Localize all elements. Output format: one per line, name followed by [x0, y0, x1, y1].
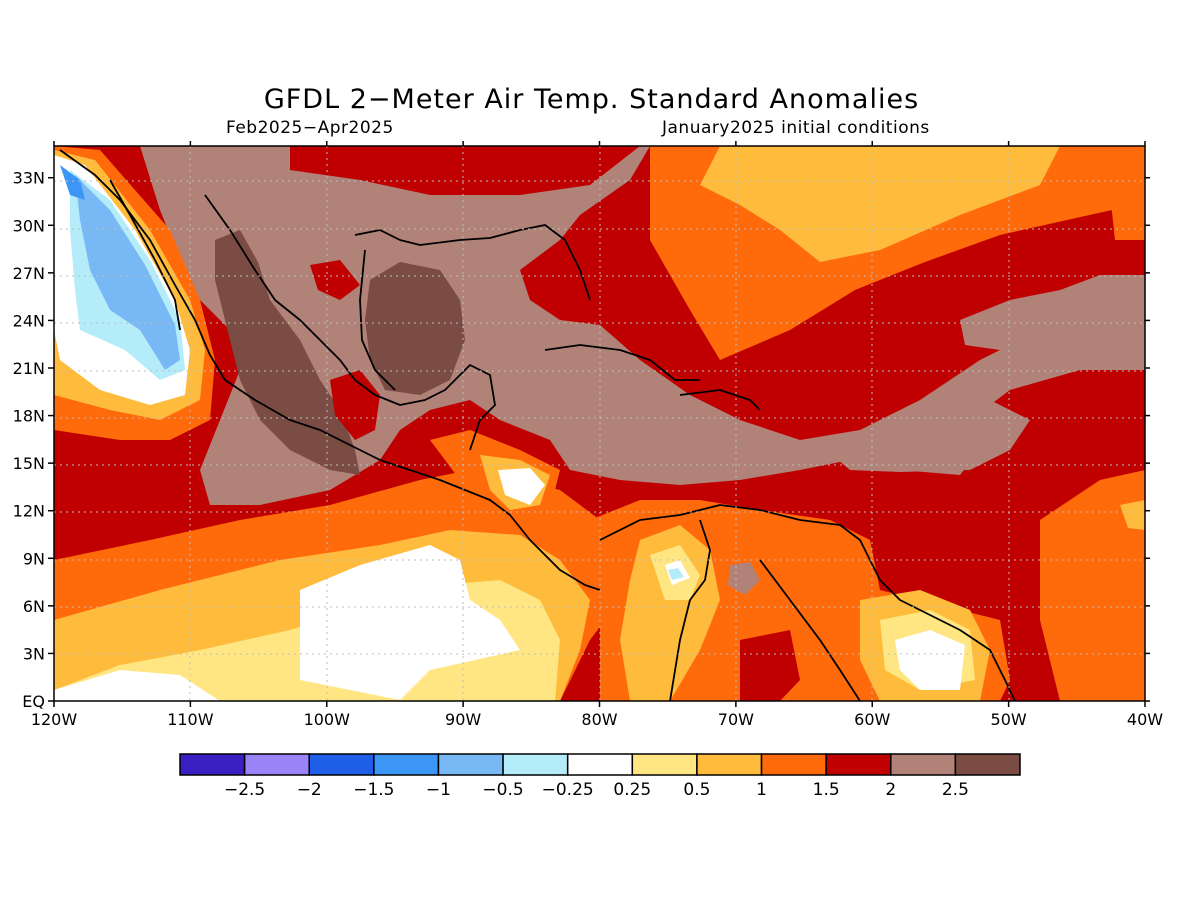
baja-blue [75, 175, 180, 370]
colorbar-label: 1.5 [813, 780, 840, 800]
lat-label: 24N [13, 311, 45, 330]
lat-label: 15N [13, 454, 45, 473]
guiana-white [895, 630, 965, 690]
lat-label: 30N [13, 216, 45, 235]
tropical-atlantic-orange [1040, 470, 1145, 701]
lon-label: 80W [581, 710, 617, 729]
lat-label: 9N [23, 549, 45, 568]
pacific-white-region [300, 545, 520, 700]
eastern-atlantic-brown [960, 275, 1145, 350]
atlantic-east-orange-strip [1105, 146, 1145, 240]
anomaly-field [54, 146, 1145, 701]
atlantic-yellow-region [700, 146, 1060, 262]
colorbar-label: −2 [297, 780, 322, 800]
colorbar-swatch [760, 753, 827, 776]
initial-conditions-label: January2025 initial conditions [662, 118, 930, 138]
pacific-white-south [54, 670, 220, 701]
colorbar-swatch [954, 753, 1021, 776]
colorbar-swatch [502, 753, 569, 776]
colorbar-label: −1 [426, 780, 451, 800]
gulf-darker-blob [365, 262, 465, 395]
lon-label: 40W [1127, 710, 1163, 729]
lat-label: 27N [13, 264, 45, 283]
chart-title: GFDL 2−Meter Air Temp. Standard Anomalie… [263, 84, 920, 115]
colorbar-swatch [437, 753, 504, 776]
lon-label: 110W [167, 710, 214, 729]
colorbar-swatch [890, 753, 957, 776]
central-america-white [498, 468, 545, 505]
colorbar-label: −1.5 [353, 780, 394, 800]
lat-label: 21N [13, 359, 45, 378]
colorbar-swatch [696, 753, 763, 776]
lat-label: 12N [13, 502, 45, 521]
colorbar-label: 1 [756, 780, 767, 800]
colorbar-label: 2.5 [942, 780, 969, 800]
venezuela-brown [728, 562, 760, 595]
coastlines [59, 149, 1016, 701]
mexico-interior-darker [215, 230, 360, 475]
lon-label: 100W [304, 710, 351, 729]
lat-label: EQ [22, 692, 45, 711]
forecast-period: Feb2025−Apr2025 [226, 118, 394, 138]
lat-label: 6N [23, 597, 45, 616]
colorbar-legend: −2.5 −2 −1.5 −1 −0.5 −0.25 0.25 0.5 1 1.5 2 2.5 [179, 753, 1021, 800]
lon-label: 70W [718, 710, 754, 729]
colorbar-swatch [631, 753, 698, 776]
colorbar-swatch [243, 753, 310, 776]
colorbar-label: −0.5 [482, 780, 523, 800]
amazon-red-tongue [740, 630, 800, 701]
lat-label: 33N [13, 169, 45, 188]
colorbar-label: 0.25 [613, 780, 651, 800]
gridlines [54, 146, 1145, 701]
colorbar-label: 2 [885, 780, 896, 800]
colorbar-label: −0.25 [542, 780, 594, 800]
lon-label: 120W [31, 710, 78, 729]
colorbar-swatch [308, 753, 375, 776]
lon-label: 90W [445, 710, 481, 729]
lat-label: 18N [13, 407, 45, 426]
longitude-axis: 120W 110W 100W 90W 80W 70W 60W 50W 40W [31, 141, 1163, 729]
colorbar-swatch [179, 753, 246, 776]
lon-label: 60W [854, 710, 890, 729]
lon-label: 50W [991, 710, 1027, 729]
tropical-atlantic-yellow [1120, 500, 1145, 530]
latitude-axis: EQ 3N 6N 9N 12N 15N 18N 21N 24N 27N 30N 33N [13, 169, 1150, 711]
colombia-cyan [668, 568, 684, 580]
colorbar-swatch [566, 753, 634, 776]
lat-label: 3N [23, 644, 45, 663]
colorbar-swatch [825, 753, 892, 776]
mexico-coast-red [310, 260, 360, 300]
colorbar-swatch [373, 753, 440, 776]
colorbar-label: −2.5 [224, 780, 265, 800]
baja-deep-blue [60, 165, 85, 200]
yucatan-red [330, 370, 380, 440]
colorbar-label: 0.5 [683, 780, 710, 800]
